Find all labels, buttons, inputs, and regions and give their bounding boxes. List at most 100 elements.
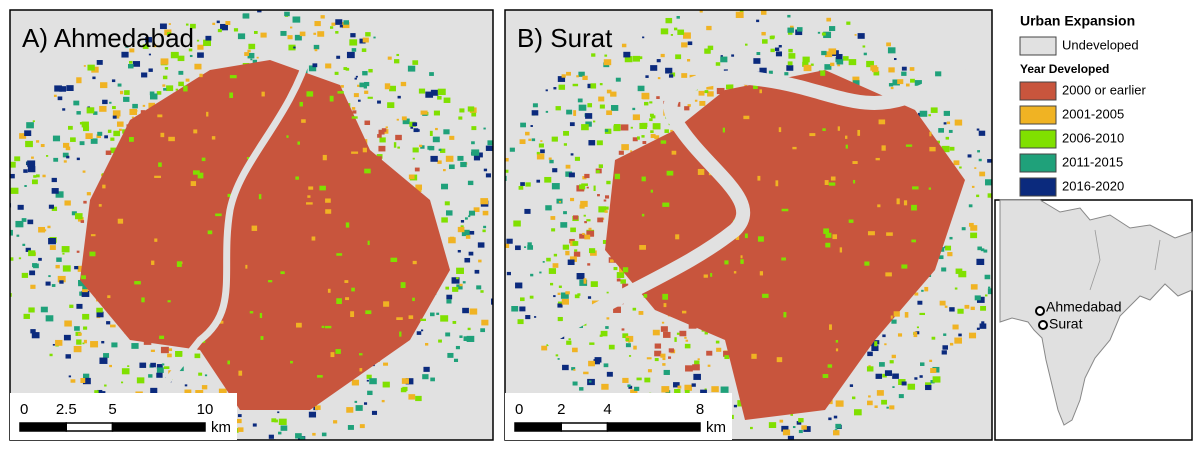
- urban-pixel: [83, 339, 87, 344]
- urban-pixel: [654, 343, 662, 349]
- urban-pixel: [911, 239, 917, 243]
- urban-pixel: [802, 56, 810, 63]
- urban-pixel: [636, 377, 642, 381]
- urban-pixel: [51, 284, 56, 287]
- urban-pixel: [278, 418, 287, 425]
- urban-pixel: [538, 143, 544, 148]
- urban-pixel: [471, 141, 475, 145]
- legend-swatch: [1019, 129, 1057, 149]
- urban-pixel: [572, 215, 579, 220]
- urban-pixel: [557, 76, 566, 82]
- urban-pixel: [63, 142, 70, 148]
- urban-pixel: [675, 234, 680, 240]
- urban-pixel: [848, 59, 857, 66]
- urban-pixel: [459, 283, 463, 287]
- urban-pixel: [445, 210, 453, 216]
- urban-pixel: [704, 90, 709, 94]
- urban-pixel: [985, 294, 988, 297]
- urban-pixel: [886, 232, 893, 236]
- urban-pixel: [141, 72, 148, 78]
- urban-pixel: [836, 54, 843, 60]
- urban-pixel: [568, 338, 571, 341]
- urban-pixel: [10, 257, 14, 261]
- urban-pixel: [59, 86, 67, 92]
- urban-pixel: [229, 92, 234, 98]
- urban-pixel: [339, 24, 343, 28]
- urban-pixel: [673, 27, 678, 31]
- urban-pixel: [578, 104, 587, 111]
- urban-pixel: [368, 68, 373, 73]
- urban-pixel: [429, 72, 434, 76]
- urban-pixel: [576, 75, 579, 78]
- urban-pixel: [515, 282, 523, 289]
- urban-pixel: [396, 118, 399, 121]
- urban-pixel: [929, 146, 936, 152]
- urban-pixel: [244, 52, 250, 56]
- urban-pixel: [656, 96, 660, 99]
- urban-pixel: [603, 199, 607, 202]
- urban-pixel: [602, 239, 608, 244]
- urban-pixel: [603, 363, 609, 368]
- urban-pixel: [251, 225, 258, 231]
- urban-pixel: [461, 229, 470, 237]
- urban-pixel: [26, 122, 34, 129]
- urban-pixel: [665, 17, 673, 24]
- urban-pixel: [485, 173, 491, 178]
- urban-pixel: [778, 127, 782, 133]
- urban-pixel: [289, 26, 293, 29]
- urban-pixel: [299, 101, 303, 107]
- urban-pixel: [410, 126, 414, 129]
- urban-pixel: [465, 235, 471, 239]
- urban-pixel: [546, 257, 551, 262]
- urban-pixel: [670, 34, 674, 36]
- urban-pixel: [666, 170, 674, 176]
- urban-pixel: [363, 402, 368, 405]
- urban-pixel: [871, 66, 879, 73]
- urban-pixel: [336, 55, 341, 59]
- urban-pixel: [149, 91, 155, 96]
- urban-pixel: [970, 306, 975, 311]
- urban-pixel: [830, 176, 836, 181]
- urban-pixel: [55, 339, 63, 346]
- urban-pixel: [920, 362, 925, 366]
- panel-title: A) Ahmedabad: [22, 23, 194, 53]
- urban-pixel: [873, 70, 880, 76]
- urban-pixel: [1, 201, 8, 207]
- urban-pixel: [199, 73, 203, 78]
- urban-pixel: [168, 23, 171, 25]
- urban-pixel: [789, 25, 794, 29]
- urban-pixel: [252, 59, 258, 64]
- urban-pixel: [440, 315, 449, 322]
- urban-pixel: [359, 82, 366, 88]
- urban-pixel: [549, 282, 554, 286]
- urban-pixel: [676, 15, 680, 19]
- urban-pixel: [909, 67, 915, 71]
- urban-pixel: [574, 249, 578, 252]
- urban-pixel: [613, 306, 621, 313]
- urban-pixel: [803, 64, 812, 72]
- urban-pixel: [654, 135, 660, 140]
- urban-pixel: [487, 140, 493, 146]
- urban-pixel: [462, 281, 466, 284]
- urban-pixel: [346, 407, 354, 413]
- urban-pixel: [499, 182, 504, 186]
- urban-pixel: [630, 150, 633, 152]
- urban-pixel: [601, 383, 609, 390]
- urban-pixel: [260, 32, 267, 38]
- urban-pixel: [588, 140, 596, 146]
- urban-pixel: [787, 61, 793, 66]
- urban-pixel: [958, 333, 962, 337]
- urban-pixel: [367, 240, 370, 246]
- urban-pixel: [577, 293, 581, 296]
- urban-pixel: [842, 56, 849, 61]
- urban-pixel: [357, 84, 360, 87]
- urban-pixel: [505, 175, 507, 181]
- urban-pixel: [364, 81, 370, 87]
- urban-pixel: [460, 225, 464, 228]
- urban-pixel: [656, 59, 661, 63]
- urban-pixel: [853, 179, 856, 184]
- urban-pixel: [630, 389, 638, 396]
- urban-pixel: [539, 271, 542, 274]
- urban-pixel: [30, 329, 36, 334]
- urban-pixel: [802, 61, 809, 67]
